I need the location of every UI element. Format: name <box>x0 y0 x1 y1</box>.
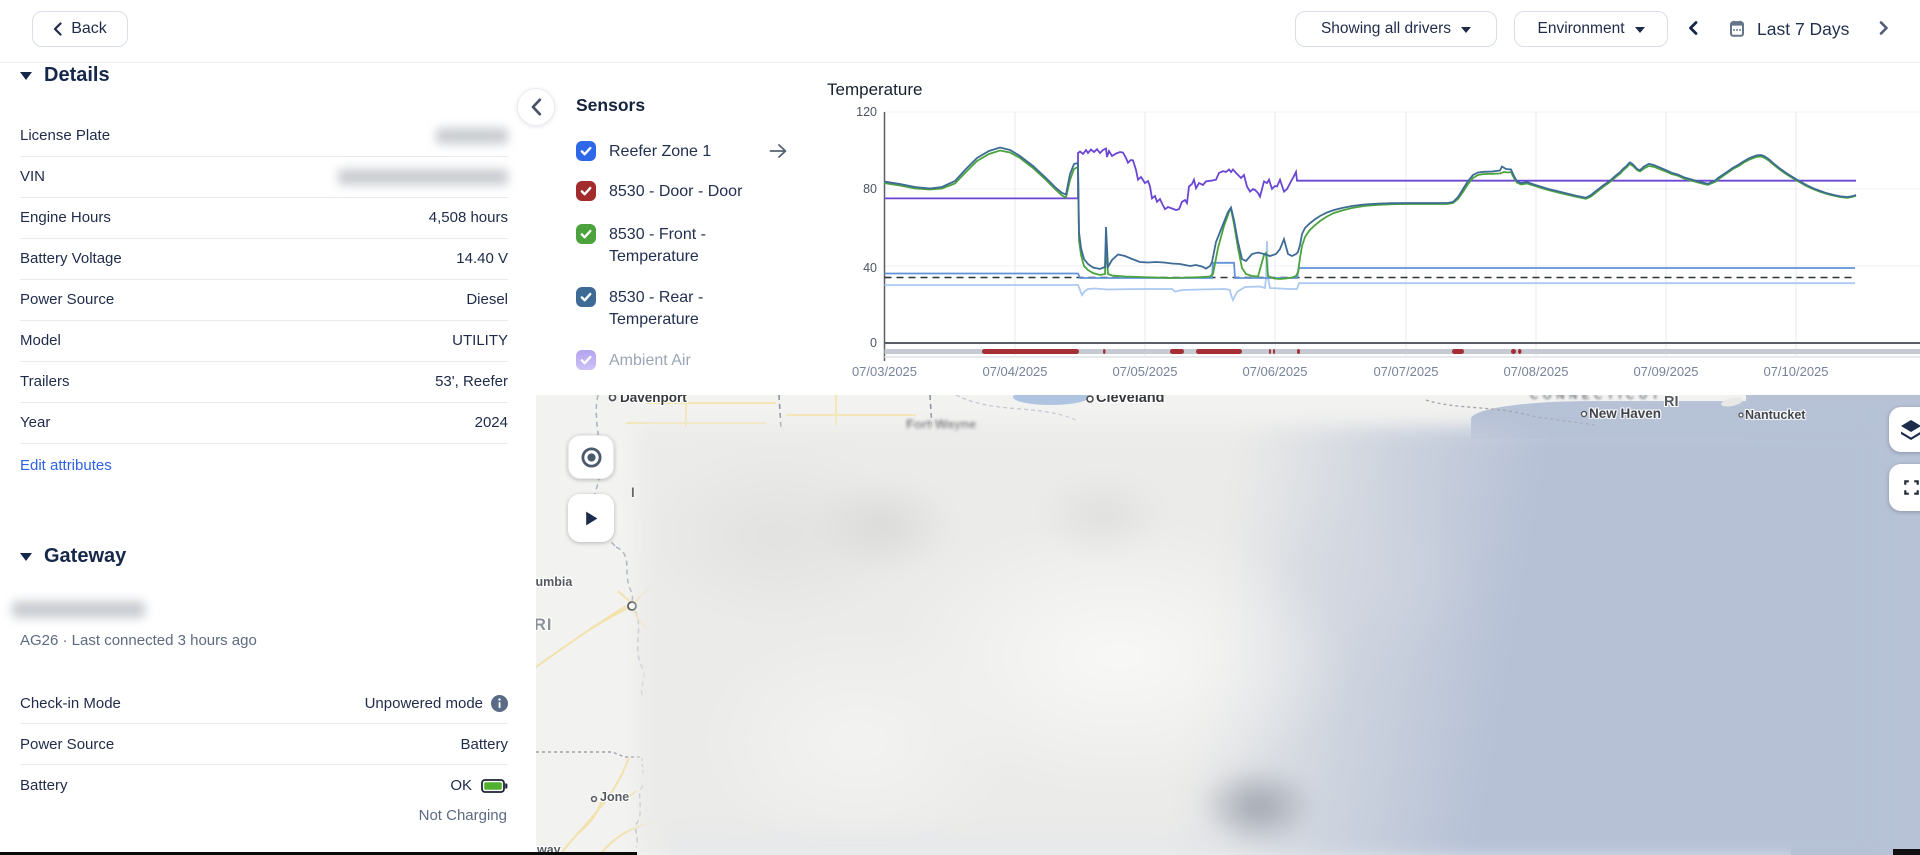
svg-text:07/07/2025: 07/07/2025 <box>1373 364 1438 379</box>
svg-text:07/04/2025: 07/04/2025 <box>982 364 1047 379</box>
svg-text:07/03/2025: 07/03/2025 <box>852 364 917 379</box>
svg-text:07/08/2025: 07/08/2025 <box>1503 364 1568 379</box>
svg-text:0: 0 <box>870 336 877 350</box>
svg-text:40: 40 <box>863 261 877 275</box>
svg-text:07/10/2025: 07/10/2025 <box>1763 364 1828 379</box>
svg-text:07/05/2025: 07/05/2025 <box>1112 364 1177 379</box>
svg-text:07/09/2025: 07/09/2025 <box>1633 364 1698 379</box>
svg-text:80: 80 <box>863 182 877 196</box>
svg-text:07/06/2025: 07/06/2025 <box>1242 364 1307 379</box>
svg-text:120: 120 <box>856 105 877 119</box>
svg-text:Temperature: Temperature <box>827 80 922 99</box>
